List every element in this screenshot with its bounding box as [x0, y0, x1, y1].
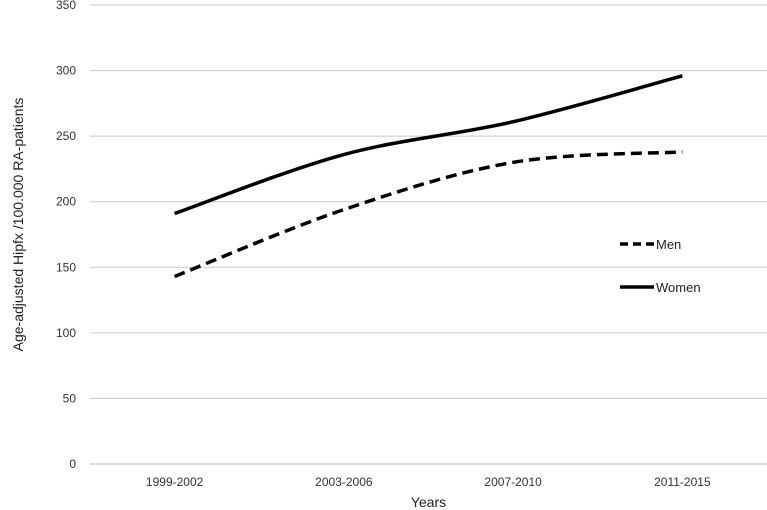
legend-label-men: Men	[656, 237, 681, 252]
y-tick-label: 100	[56, 326, 76, 340]
x-tick-label: 2007-2010	[484, 475, 542, 489]
x-tick-label: 1999-2002	[146, 475, 204, 489]
y-tick-labels: 0 50 100 150 200 250 300 350	[56, 0, 76, 471]
series-line-men	[173, 150, 683, 279]
y-tick-label: 350	[56, 0, 76, 12]
series-lines	[173, 74, 683, 279]
y-tick-label: 150	[56, 260, 76, 274]
x-tick-labels: 1999-2002 2003-2006 2007-2010 2011-2015	[146, 475, 711, 489]
legend: Men Women	[620, 237, 701, 295]
y-tick-label: 250	[56, 129, 76, 143]
y-tick-label: 300	[56, 64, 76, 78]
x-tick-label: 2003-2006	[315, 475, 373, 489]
gridlines	[90, 4, 767, 465]
y-axis-title: Age-adjusted Hipfx /100.000 RA-patients	[10, 98, 26, 352]
legend-label-women: Women	[656, 280, 701, 295]
x-axis-title: Years	[411, 494, 446, 510]
series-line-women	[174, 74, 683, 216]
y-tick-label: 50	[63, 391, 77, 405]
y-tick-label: 0	[69, 457, 76, 471]
y-tick-label: 200	[56, 195, 76, 209]
x-tick-label: 2011-2015	[654, 475, 711, 489]
